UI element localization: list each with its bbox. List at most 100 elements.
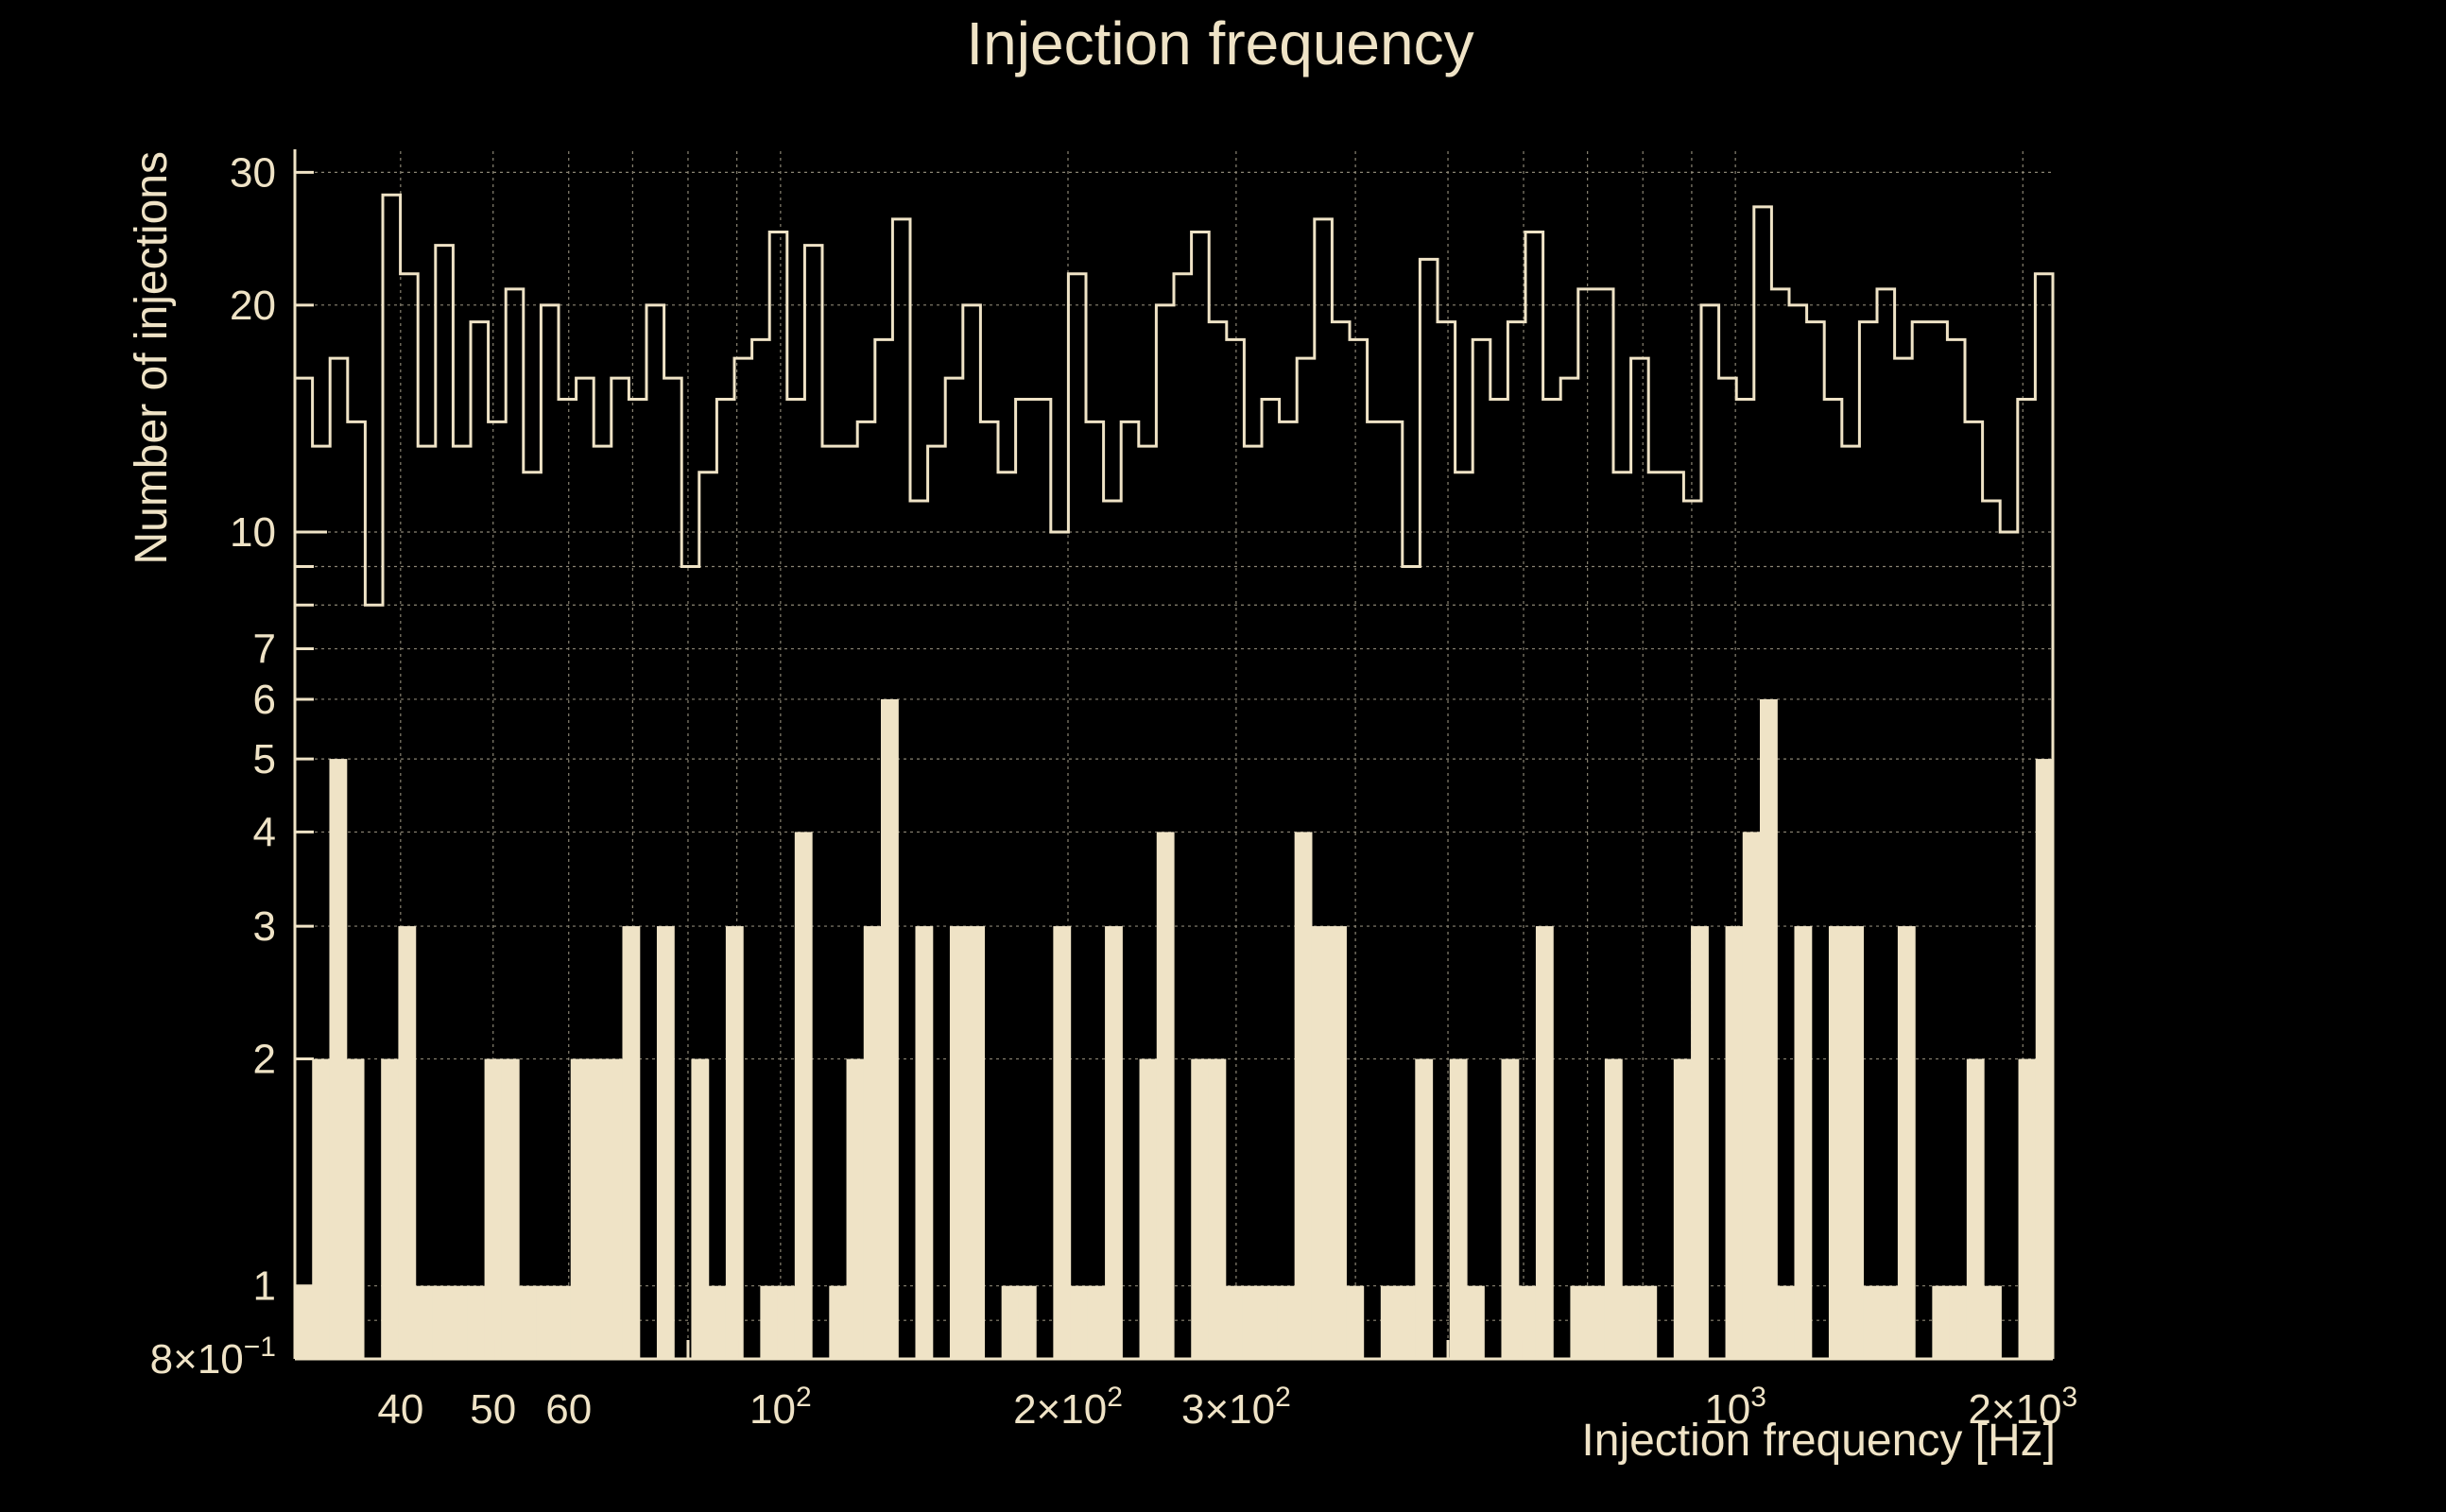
histogram-bar <box>1191 1058 1210 1359</box>
histogram-bar <box>1398 1285 1416 1359</box>
x-tick-label: 50 <box>470 1386 516 1433</box>
histogram-bar <box>553 1285 572 1359</box>
histogram-bar <box>1966 1058 1985 1359</box>
histogram-bar <box>588 1058 606 1359</box>
histogram-bar <box>760 1285 779 1359</box>
histogram-bar <box>1346 1285 1365 1359</box>
histogram-bar <box>1087 1285 1106 1359</box>
y-tick-label: 8×10−1 <box>150 1332 276 1383</box>
histogram-bar <box>1001 1285 1020 1359</box>
histogram-bar <box>432 1285 451 1359</box>
y-tick-label: 7 <box>253 627 276 673</box>
histogram-bar <box>1518 1285 1537 1359</box>
histogram-bar <box>1105 926 1123 1359</box>
histogram-bar <box>1225 1285 1244 1359</box>
y-tick-label: 2 <box>253 1037 276 1083</box>
histogram-bar <box>1070 1285 1089 1359</box>
x-tick-label: 60 <box>545 1386 592 1433</box>
histogram-bar <box>312 1058 331 1359</box>
filled-bars-series <box>295 698 2054 1359</box>
x-tick-label: 2×103 <box>1968 1382 2077 1433</box>
histogram-bar <box>1570 1285 1589 1359</box>
x-tick-label: 3×102 <box>1181 1382 1291 1433</box>
histogram-bar <box>1949 1285 1968 1359</box>
histogram-bar <box>1725 926 1744 1359</box>
y-tick-label: 1 <box>253 1263 276 1310</box>
step-outline-series <box>295 193 2055 1359</box>
histogram-bar <box>1604 1058 1623 1359</box>
histogram-bar <box>536 1285 555 1359</box>
y-axis-label: Number of injections <box>127 151 177 565</box>
histogram-bar <box>1932 1285 1951 1359</box>
histogram-bar <box>519 1285 537 1359</box>
histogram-bar <box>1535 926 1554 1359</box>
histogram-bar <box>1294 832 1313 1359</box>
x-tick-label: 103 <box>1704 1382 1766 1433</box>
histogram-bar <box>1380 1285 1399 1359</box>
histogram-bar <box>708 1285 727 1359</box>
y-tick-label: 4 <box>253 809 276 855</box>
histogram-bar <box>829 1285 848 1359</box>
histogram-bar <box>484 1058 503 1359</box>
histogram-bar <box>329 759 348 1359</box>
y-tick-label: 10 <box>230 509 276 556</box>
histogram-bar <box>2018 1058 2037 1359</box>
histogram-bar <box>1415 1058 1434 1359</box>
histogram-bar <box>1501 1058 1520 1359</box>
histogram-bar <box>1018 1285 1037 1359</box>
histogram-bar <box>1053 926 1072 1359</box>
y-tick-label: 30 <box>230 149 276 196</box>
histogram-bar <box>1846 926 1865 1359</box>
histogram-bar <box>295 1285 313 1359</box>
y-tick-label: 5 <box>253 736 276 782</box>
x-tick-label: 40 <box>377 1386 423 1433</box>
x-axis-label: Injection frequency [Hz] <box>1581 1416 2056 1466</box>
histogram-bar <box>1277 1285 1296 1359</box>
axes <box>293 149 2053 1361</box>
histogram-bar <box>949 926 968 1359</box>
histogram-bar <box>570 1058 589 1359</box>
histogram-bar <box>1587 1285 1606 1359</box>
chart-title: Injection frequency <box>966 9 1473 77</box>
histogram-bar <box>605 1058 624 1359</box>
histogram-bar <box>398 926 417 1359</box>
histogram-bar <box>1777 1285 1796 1359</box>
histogram-bar <box>1311 926 1330 1359</box>
histogram-bar <box>381 1058 400 1359</box>
histogram-bar <box>1467 1285 1485 1359</box>
histogram-bar <box>1260 1285 1279 1359</box>
histogram-bar <box>1139 1058 1158 1359</box>
histogram-bar <box>656 926 675 1359</box>
histogram-bar <box>1156 832 1175 1359</box>
histogram-bar <box>2035 759 2054 1359</box>
y-tick-label: 6 <box>253 677 276 723</box>
histogram-bar <box>450 1285 468 1359</box>
histogram-bar <box>1691 926 1709 1359</box>
histogram-bar <box>1984 1285 2002 1359</box>
histogram-bar <box>346 1058 365 1359</box>
histogram-bar <box>1828 926 1847 1359</box>
histogram-bar <box>1208 1058 1227 1359</box>
histogram-bar <box>1622 1285 1640 1359</box>
histogram-bar <box>1242 1285 1261 1359</box>
histogram-bar <box>467 1285 486 1359</box>
histogram-bar <box>1897 926 1916 1359</box>
histogram-bar <box>794 832 813 1359</box>
histogram-bar <box>1760 698 1778 1359</box>
histogram-bar <box>1742 832 1761 1359</box>
histogram-bar <box>1863 1285 1882 1359</box>
histogram-bar <box>622 926 641 1359</box>
y-tick-label: 3 <box>253 903 276 950</box>
histogram-bar <box>846 1058 865 1359</box>
histogram-bar <box>691 1058 710 1359</box>
histogram-bar <box>1329 926 1347 1359</box>
histogram-bar <box>725 926 744 1359</box>
histogram-bar <box>1794 926 1813 1359</box>
y-tick-labels: 8×10−1 1 2 3 4 5 67 10 20 30 <box>150 149 276 1383</box>
histogram-bar <box>881 698 899 1359</box>
histogram-bar <box>1880 1285 1899 1359</box>
histogram-bar <box>915 926 934 1359</box>
x-tick-label: 2×102 <box>1013 1382 1123 1433</box>
x-tick-label: 102 <box>749 1382 812 1433</box>
histogram-bar <box>863 926 882 1359</box>
